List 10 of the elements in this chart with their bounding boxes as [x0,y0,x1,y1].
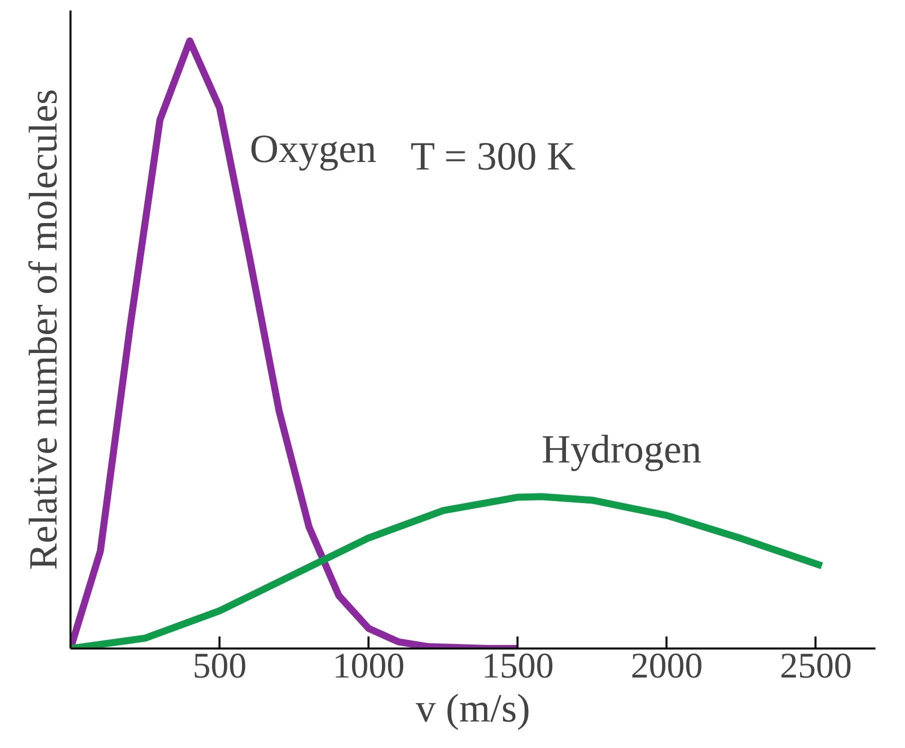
x-tick-label: 2500 [780,646,852,686]
x-tick-label: 1500 [482,646,554,686]
annotation: T = 300 K [410,134,576,178]
series-label: Oxygen [250,126,376,171]
x-axis-title: v (m/s) [416,686,530,730]
x-tick-label: 1000 [332,646,405,686]
series-label: Hydrogen [542,426,702,472]
x-tick-label: 500 [192,646,247,686]
y-axis-title: Relative number of molecules [20,89,66,570]
x-tick-label: 2000 [630,646,703,686]
